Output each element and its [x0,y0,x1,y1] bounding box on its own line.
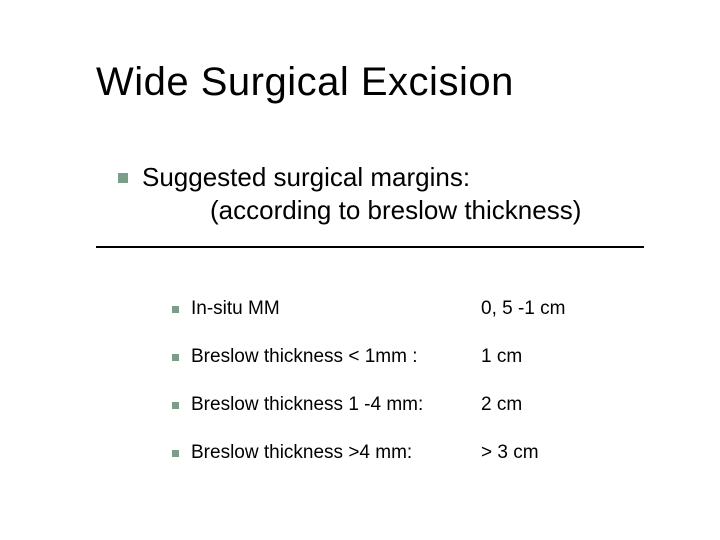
intro-line-1: Suggested surgical margins: [118,162,678,193]
intro-block: Suggested surgical margins: (according t… [118,162,678,226]
square-bullet-icon [172,450,179,457]
square-bullet-icon [172,306,179,313]
horizontal-rule [96,246,644,248]
intro-text-1: Suggested surgical margins: [142,162,470,193]
row-label: Breslow thickness < 1mm : [191,346,481,368]
margin-rows: In-situ MM 0, 5 -1 cm Breslow thickness … [172,298,652,490]
list-item: Breslow thickness >4 mm: > 3 cm [172,442,652,464]
square-bullet-icon [118,173,128,183]
square-bullet-icon [172,402,179,409]
list-item: In-situ MM 0, 5 -1 cm [172,298,652,320]
list-item: Breslow thickness < 1mm : 1 cm [172,346,652,368]
slide-title: Wide Surgical Excision [96,60,514,105]
list-item: Breslow thickness 1 -4 mm: 2 cm [172,394,652,416]
row-value: > 3 cm [481,442,539,464]
square-bullet-icon [172,354,179,361]
intro-text-2: (according to breslow thickness) [210,195,678,226]
row-label: In-situ MM [191,298,481,320]
row-value: 2 cm [481,394,522,416]
row-label: Breslow thickness >4 mm: [191,442,481,464]
slide: Wide Surgical Excision Suggested surgica… [0,0,720,540]
row-value: 0, 5 -1 cm [481,298,565,320]
row-label: Breslow thickness 1 -4 mm: [191,394,481,416]
row-value: 1 cm [481,346,522,368]
